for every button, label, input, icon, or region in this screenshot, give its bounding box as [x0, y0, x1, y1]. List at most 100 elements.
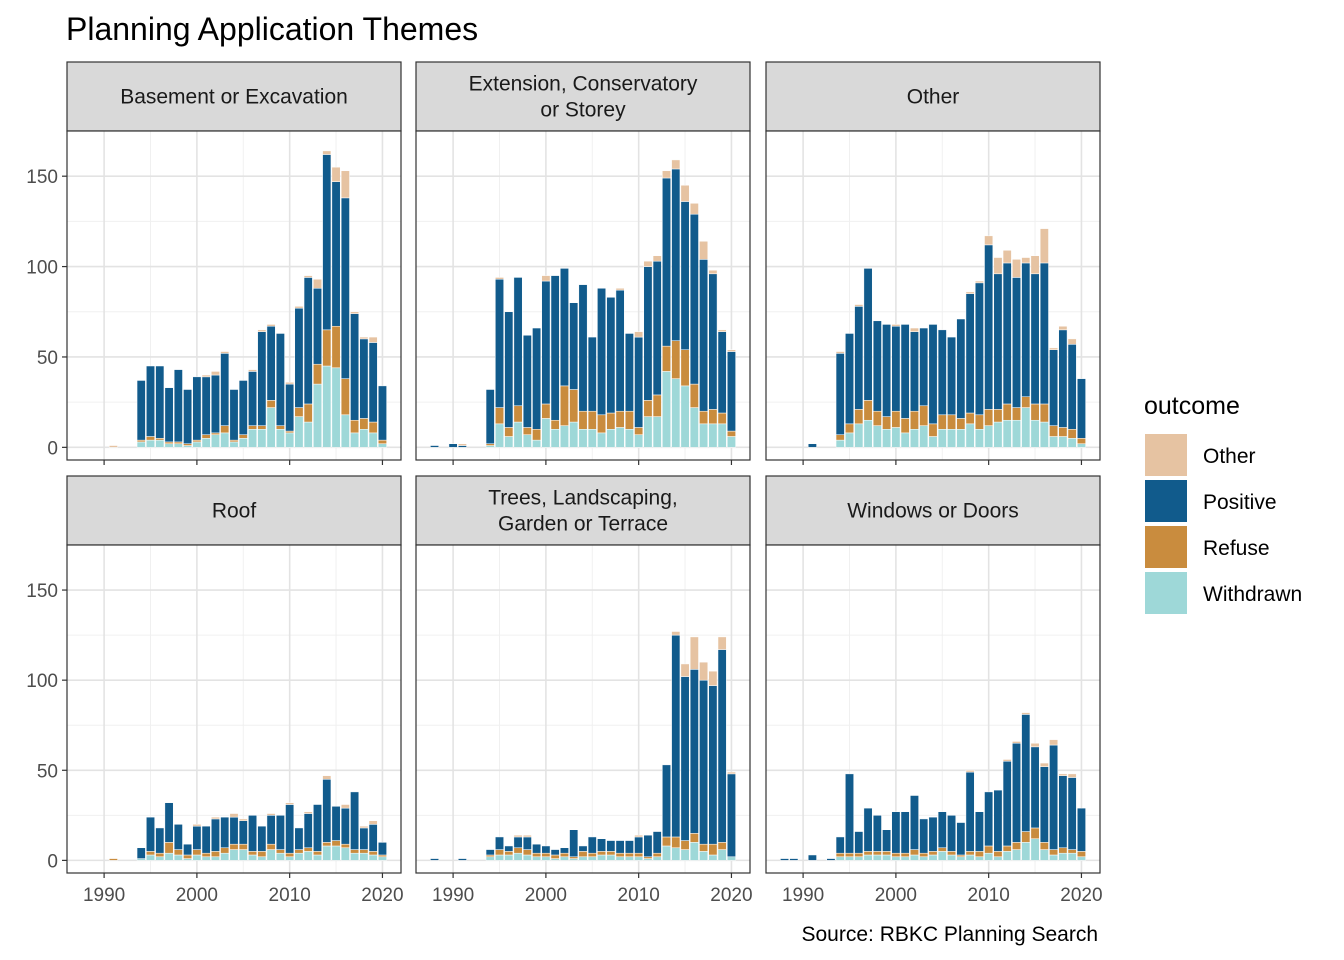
- bar-other-2016: [689, 203, 699, 215]
- bar-withdrawn-2002: [560, 856, 569, 861]
- bar-withdrawn-2003: [569, 421, 579, 448]
- bar-withdrawn-1996: [854, 423, 864, 448]
- bar-other-2019: [368, 336, 378, 343]
- bar-withdrawn-1999: [183, 445, 193, 448]
- bar-positive-2020: [378, 842, 387, 856]
- bar-positive-2008: [615, 840, 625, 854]
- bar-positive-2011: [294, 307, 304, 408]
- bar-other-2006: [248, 369, 257, 372]
- bar-positive-1997: [863, 268, 873, 401]
- bar-refuse-2008: [965, 412, 975, 425]
- bar-positive-2009: [275, 333, 285, 426]
- bar-refuse-2007: [257, 425, 267, 430]
- bar-withdrawn-2002: [910, 429, 919, 448]
- bar-positive-1990: [448, 443, 458, 448]
- bar-refuse-1991: [108, 858, 118, 861]
- panel-border: [415, 544, 751, 874]
- bar-refuse-2020: [378, 854, 387, 858]
- bar-refuse-2015: [680, 840, 690, 850]
- bar-positive-2007: [956, 318, 966, 419]
- bar-positive-1996: [504, 845, 514, 852]
- bar-positive-2006: [947, 336, 956, 416]
- bar-positive-2020: [1077, 807, 1086, 852]
- bar-refuse-2001: [201, 434, 211, 439]
- bar-withdrawn-2007: [606, 854, 616, 861]
- panel-strip-label: Roof: [212, 500, 257, 523]
- bar-withdrawn-2017: [699, 423, 709, 448]
- bar-withdrawn-2014: [671, 847, 681, 861]
- bar-positive-1993: [826, 858, 836, 861]
- bar-positive-1988: [430, 858, 439, 861]
- bar-positive-2010: [285, 804, 295, 854]
- bar-withdrawn-2011: [294, 852, 304, 861]
- bar-positive-2005: [238, 820, 248, 845]
- bar-positive-2017: [1049, 744, 1059, 850]
- bar-withdrawn-2019: [717, 849, 727, 861]
- bar-refuse-1997: [863, 851, 873, 856]
- bar-withdrawn-1994: [136, 858, 146, 861]
- bar-positive-2011: [643, 834, 653, 858]
- bar-other-2016: [1039, 228, 1049, 264]
- bar-other-2000: [891, 324, 901, 327]
- bar-withdrawn-2019: [717, 423, 727, 448]
- bar-positive-2009: [974, 811, 984, 852]
- bar-other-2008: [615, 288, 625, 291]
- bar-withdrawn-1998: [173, 443, 183, 448]
- bar-withdrawn-2014: [322, 845, 332, 861]
- bar-positive-2002: [560, 847, 569, 854]
- bar-withdrawn-2011: [643, 416, 653, 448]
- bar-withdrawn-2010: [984, 425, 994, 448]
- bar-positive-2011: [993, 273, 1003, 410]
- y-tick-label: 150: [26, 167, 58, 188]
- panel-border: [765, 130, 1101, 461]
- bar-positive-2007: [606, 840, 616, 852]
- bar-positive-2003: [569, 829, 579, 858]
- bar-withdrawn-2018: [1058, 852, 1068, 861]
- legend-swatch-refuse: [1145, 526, 1187, 568]
- panel-strip-label: Extension, Conservatory: [469, 73, 698, 96]
- bar-positive-2013: [1012, 277, 1021, 408]
- bar-withdrawn-2003: [919, 425, 929, 448]
- bar-other-2017: [1049, 347, 1059, 350]
- bar-refuse-1997: [164, 842, 174, 854]
- bar-other-2005: [238, 818, 248, 821]
- bar-positive-2019: [1067, 777, 1077, 850]
- bar-withdrawn-2012: [1002, 419, 1012, 448]
- bar-withdrawn-1998: [173, 854, 183, 861]
- bar-withdrawn-1999: [882, 429, 892, 448]
- bar-refuse-1999: [882, 851, 892, 856]
- bar-other-1995: [495, 277, 504, 280]
- bar-refuse-2015: [331, 840, 341, 847]
- bar-refuse-2004: [229, 843, 239, 850]
- bar-refuse-2009: [275, 849, 285, 854]
- bar-withdrawn-2006: [947, 429, 956, 448]
- x-tick-label: 2020: [361, 885, 403, 906]
- bar-refuse-2002: [211, 432, 220, 435]
- bar-refuse-2012: [1002, 845, 1012, 852]
- bar-withdrawn-2008: [266, 407, 276, 448]
- bar-withdrawn-2006: [248, 429, 257, 448]
- panel-strip: [765, 61, 1101, 132]
- bar-withdrawn-1996: [854, 856, 864, 861]
- bar-refuse-2006: [248, 851, 257, 856]
- bar-positive-2013: [313, 288, 322, 365]
- x-tick-label: 1990: [83, 885, 125, 906]
- bar-other-2018: [359, 825, 369, 829]
- bar-positive-2001: [900, 811, 910, 854]
- bar-refuse-2015: [331, 325, 341, 369]
- bar-positive-2001: [550, 849, 560, 856]
- bar-positive-2018: [708, 273, 718, 410]
- bar-positive-2012: [303, 813, 313, 849]
- bar-withdrawn-2015: [1030, 419, 1040, 448]
- bar-refuse-2002: [211, 851, 220, 858]
- panel-6: Windows or Doors 1990 2000 2010 2020: [765, 475, 1103, 906]
- bar-withdrawn-2001: [900, 856, 910, 861]
- bar-refuse-1996: [854, 409, 864, 425]
- bar-withdrawn-2009: [275, 852, 285, 861]
- bar-withdrawn-2014: [671, 378, 681, 448]
- bar-positive-2011: [993, 789, 1003, 852]
- bar-positive-2014: [1021, 262, 1031, 397]
- bar-withdrawn-2000: [192, 854, 202, 861]
- legend-items: Other Positive Refuse Withdrawn: [1145, 434, 1302, 614]
- legend-swatch-positive: [1145, 480, 1187, 522]
